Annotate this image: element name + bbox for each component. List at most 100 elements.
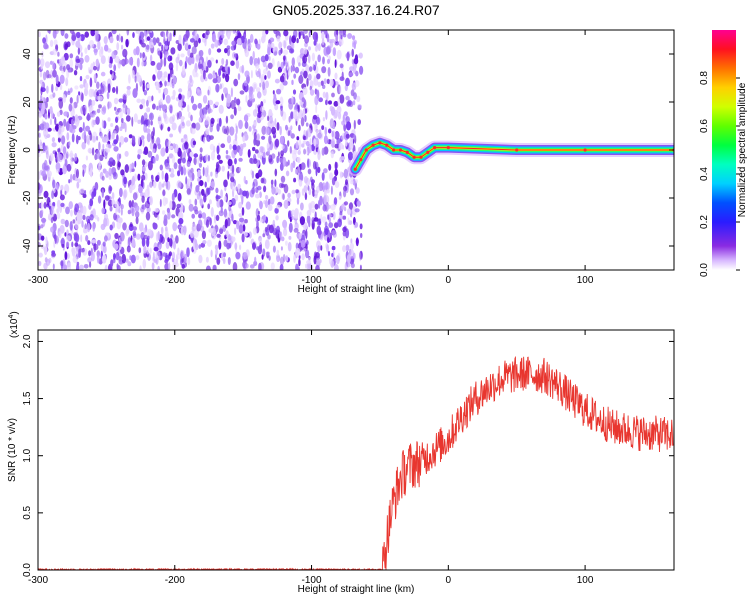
noise-speckle	[126, 30, 130, 36]
noise-speckle	[122, 222, 127, 231]
noise-speckle	[41, 217, 47, 223]
noise-speckle	[175, 56, 180, 64]
noise-speckle	[285, 124, 288, 131]
noise-speckle	[360, 233, 363, 238]
spectrogram-ylabel: Frequency (Hz)	[7, 116, 18, 185]
spectrogram-content	[38, 30, 674, 270]
noise-speckle	[231, 213, 234, 222]
noise-speckle	[57, 59, 60, 64]
noise-speckle	[88, 105, 92, 113]
noise-speckle	[63, 111, 69, 117]
noise-speckle	[260, 76, 264, 84]
noise-speckle	[231, 236, 236, 242]
noise-speckle	[87, 240, 91, 246]
noise-speckle	[249, 56, 253, 66]
noise-speckle	[248, 231, 252, 239]
noise-speckle	[350, 238, 353, 244]
noise-speckle	[218, 240, 222, 250]
noise-speckle	[61, 135, 66, 145]
noise-speckle	[324, 30, 327, 36]
noise-speckle	[168, 251, 172, 257]
noise-speckle	[359, 223, 363, 230]
noise-speckle	[46, 97, 49, 103]
noise-speckle	[354, 208, 360, 213]
noise-speckle	[306, 215, 311, 224]
noise-speckle	[119, 187, 123, 198]
noise-speckle	[298, 258, 301, 267]
noise-speckle	[272, 90, 275, 95]
noise-speckle	[220, 189, 224, 199]
noise-speckle	[69, 124, 72, 133]
noise-speckle	[238, 224, 244, 234]
noise-speckle	[64, 219, 69, 228]
noise-speckle	[92, 135, 96, 143]
colorbar: 0.0 0.2 0.4 0.6 0.8 Normalized spectral ampl…	[699, 30, 748, 277]
noise-speckle	[203, 136, 206, 144]
noise-speckle	[293, 30, 298, 39]
noise-speckle	[56, 152, 61, 162]
noise-speckle	[101, 108, 106, 115]
noise-speckle	[132, 230, 137, 237]
noise-speckle	[85, 74, 90, 80]
noise-speckle	[288, 116, 291, 123]
noise-speckle	[89, 69, 92, 74]
y-tick-label: 40	[22, 48, 33, 60]
noise-speckle	[212, 78, 218, 84]
noise-speckle	[107, 83, 111, 94]
noise-speckle	[342, 230, 347, 237]
noise-speckle	[254, 256, 257, 263]
noise-speckle	[267, 198, 271, 206]
noise-speckle	[311, 208, 316, 213]
noise-speckle	[350, 89, 355, 97]
noise-speckle	[162, 189, 166, 196]
noise-speckle	[219, 199, 224, 208]
noise-speckle	[290, 125, 293, 131]
noise-speckle	[148, 112, 154, 121]
noise-speckle	[138, 135, 141, 146]
noise-speckle	[316, 225, 322, 236]
noise-speckle	[307, 54, 311, 64]
noise-speckle	[280, 107, 284, 117]
noise-speckle	[326, 244, 330, 253]
noise-speckle	[273, 30, 278, 35]
noise-speckle	[247, 43, 252, 49]
noise-speckle	[86, 134, 90, 145]
noise-speckle	[239, 217, 245, 223]
noise-speckle	[38, 31, 41, 38]
noise-speckle	[189, 52, 194, 58]
noise-speckle	[277, 188, 282, 195]
noise-speckle	[164, 51, 169, 56]
noise-speckle	[39, 70, 43, 78]
noise-speckle	[249, 264, 255, 269]
noise-speckle	[84, 190, 87, 195]
noise-speckle	[327, 250, 331, 257]
noise-speckle	[327, 237, 330, 243]
noise-speckle	[114, 232, 119, 240]
noise-speckle	[262, 233, 266, 238]
noise-speckle	[136, 98, 141, 104]
noise-speckle	[89, 198, 94, 207]
noise-speckle	[293, 73, 297, 79]
noise-speckle	[123, 176, 127, 185]
noise-speckle	[215, 195, 221, 200]
noise-speckle	[279, 75, 285, 83]
noise-speckle	[298, 124, 301, 132]
noise-speckle	[322, 117, 325, 122]
y-tick-label: 2.0	[22, 334, 33, 348]
noise-speckle	[298, 232, 302, 240]
noise-speckle	[223, 239, 228, 247]
noise-speckle	[193, 40, 199, 48]
noise-speckle	[69, 220, 73, 231]
x-tick-label: 0	[446, 575, 452, 586]
noise-speckle	[315, 32, 319, 43]
x-tick-label: -200	[165, 275, 185, 286]
noise-speckle	[267, 62, 273, 69]
noise-speckle	[38, 252, 43, 258]
noise-speckle	[44, 113, 48, 120]
noise-speckle	[314, 95, 319, 106]
noise-speckle	[163, 218, 168, 227]
noise-speckle	[182, 164, 186, 175]
noise-speckle	[260, 177, 265, 184]
noise-speckle	[167, 126, 171, 132]
noise-speckle	[144, 200, 151, 209]
